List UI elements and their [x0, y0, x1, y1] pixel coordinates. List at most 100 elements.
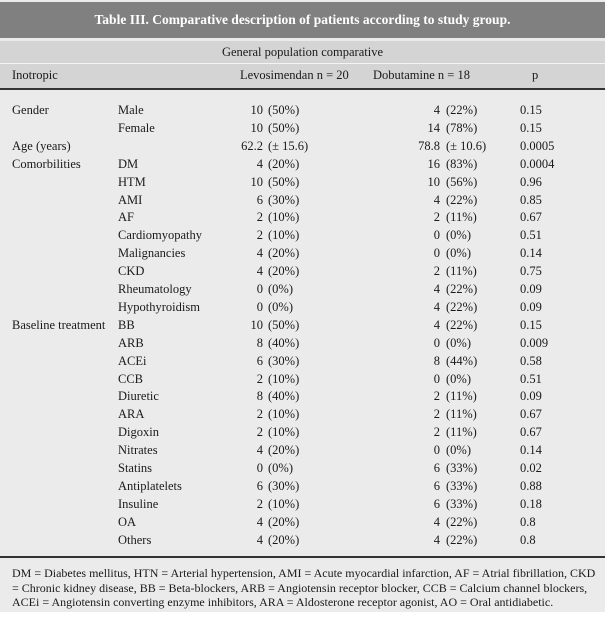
column-header-p: p	[532, 68, 539, 82]
levosimendan-count: 4	[256, 156, 263, 171]
row-label: Hypothyroidism	[118, 299, 200, 314]
p-value: 0.0005	[520, 138, 555, 153]
p-value: 0.51	[520, 371, 542, 386]
table-footnote: DM = Diabetes mellitus, HTN = Arterial h…	[12, 566, 596, 609]
row-label: Insuline	[118, 496, 159, 511]
p-value: 0.14	[520, 443, 542, 458]
levosimendan-count: 6	[256, 478, 263, 493]
row-label: Rheumatology	[118, 282, 192, 296]
levosimendan-percent: (10%)	[268, 496, 300, 511]
levosimendan-percent: (0%)	[268, 299, 293, 314]
dobutamine-count: 4	[433, 282, 440, 296]
table-title: Table III. Comparative description of pa…	[0, 2, 605, 38]
levosimendan-count: 4	[256, 514, 263, 529]
levosimendan-count: 0	[256, 461, 263, 475]
dobutamine-count: 4	[433, 103, 440, 117]
levosimendan-percent: (50%)	[268, 120, 300, 135]
p-value: 0.15	[520, 317, 542, 332]
levosimendan-count: 0	[256, 282, 263, 296]
row-label: AF	[118, 210, 134, 225]
levosimendan-count: 4	[256, 443, 263, 458]
p-value: 0.09	[520, 389, 542, 404]
table-row: Statins 0 (0%) 6 (33%) 0.02	[0, 459, 605, 477]
levosimendan-count: 4	[256, 246, 263, 261]
levosimendan-percent: (0%)	[268, 461, 293, 475]
table-row: ACEi 6 (30%) 8 (44%) 0.58	[0, 352, 605, 370]
dobutamine-percent: (22%)	[446, 299, 478, 314]
table-row: Hypothyroidism 0 (0%) 4 (22%) 0.09	[0, 298, 605, 316]
dobutamine-count: 16	[427, 156, 441, 171]
dobutamine-percent: (56%)	[446, 174, 478, 189]
p-value: 0.14	[520, 246, 542, 261]
dobutamine-percent: (44%)	[446, 353, 478, 368]
levosimendan-count: 10	[250, 174, 264, 189]
p-value: 0.09	[520, 282, 542, 296]
table-row: Rheumatology 0 (0%) 4 (22%) 0.09	[0, 280, 605, 298]
p-value: 0.51	[520, 228, 542, 243]
p-value: 0.009	[520, 335, 549, 350]
levosimendan-count: 8	[256, 335, 263, 350]
levosimendan-percent: (50%)	[268, 174, 300, 189]
levosimendan-count: 10	[250, 317, 264, 332]
row-label: ACEi	[118, 353, 147, 368]
p-value: 0.67	[520, 425, 542, 440]
row-label: Malignancies	[118, 246, 186, 261]
levosimendan-percent: (30%)	[268, 192, 300, 207]
column-header-levosimendan: Levosimendan n = 20	[240, 68, 349, 82]
levosimendan-percent: (10%)	[268, 407, 300, 422]
row-label: AMI	[118, 192, 143, 207]
table-header: General population comparative Inotropic…	[0, 41, 605, 90]
row-label: Statins	[118, 461, 153, 475]
levosimendan-count: 10	[250, 120, 264, 135]
levosimendan-percent: (20%)	[268, 246, 300, 261]
table-row: ARA 2 (10%) 2 (11%) 0.67	[0, 405, 605, 423]
levosimendan-percent: (20%)	[268, 264, 300, 279]
levosimendan-count: 2	[256, 371, 263, 386]
levosimendan-percent: (20%)	[268, 443, 300, 458]
dobutamine-count: 0	[433, 443, 440, 458]
table-row: Cardiomyopathy 2 (10%) 0 (0%) 0.51	[0, 226, 605, 244]
levosimendan-percent: (20%)	[268, 514, 300, 529]
levosimendan-count: 2	[256, 210, 263, 225]
table-row: Age (years) 62.2 (± 15.6) 78.8 (± 10.6) 0.000…	[0, 137, 605, 155]
p-value: 0.88	[520, 478, 542, 493]
levosimendan-percent: (40%)	[268, 335, 300, 350]
levosimendan-percent: (± 15.6)	[268, 138, 309, 153]
levosimendan-count: 2	[256, 407, 263, 422]
dobutamine-count: 78.8	[418, 138, 440, 153]
table-row: Comorbilities DM 4 (20%) 16 (83%) 0.0004	[0, 155, 605, 173]
dobutamine-percent: (83%)	[446, 156, 478, 171]
p-value: 0.8	[520, 532, 536, 547]
table-row: Baseline treatment BB 10 (50%) 4 (22%) 0.15	[0, 316, 605, 334]
table-row: Female 10 (50%) 14 (78%) 0.15	[0, 119, 605, 137]
dobutamine-count: 2	[433, 264, 440, 279]
table-row: Digoxin 2 (10%) 2 (11%) 0.67	[0, 423, 605, 441]
dobutamine-percent: (± 10.6)	[446, 138, 487, 153]
table-row: Diuretic 8 (40%) 2 (11%) 0.09	[0, 387, 605, 405]
p-value: 0.96	[520, 174, 542, 189]
row-label: Cardiomyopathy	[118, 228, 203, 243]
dobutamine-count: 0	[433, 335, 440, 350]
table-row: Malignancies 4 (20%) 0 (0%) 0.14	[0, 244, 605, 262]
levosimendan-count: 6	[256, 353, 263, 368]
levosimendan-count: 8	[256, 389, 263, 404]
dobutamine-count: 0	[433, 246, 440, 261]
dobutamine-count: 4	[433, 299, 440, 314]
dobutamine-count: 6	[433, 478, 440, 493]
dobutamine-percent: (0%)	[446, 335, 471, 350]
table-row: AMI 6 (30%) 4 (22%) 0.85	[0, 191, 605, 209]
dobutamine-count: 2	[433, 389, 440, 404]
levosimendan-percent: (20%)	[268, 532, 300, 547]
row-label: OA	[118, 514, 137, 529]
levosimendan-percent: (40%)	[268, 389, 300, 404]
levosimendan-percent: (50%)	[268, 103, 300, 117]
header-divider	[0, 63, 605, 64]
p-value: 0.15	[520, 120, 542, 135]
table-row: Insuline 2 (10%) 6 (33%) 0.18	[0, 495, 605, 513]
dobutamine-count: 10	[427, 174, 441, 189]
table-row: CKD 4 (20%) 2 (11%) 0.75	[0, 262, 605, 280]
levosimendan-count: 2	[256, 228, 263, 243]
table-row: CCB 2 (10%) 0 (0%) 0.51	[0, 370, 605, 388]
table-bottom-rule	[0, 556, 605, 558]
dobutamine-count: 6	[433, 496, 440, 511]
